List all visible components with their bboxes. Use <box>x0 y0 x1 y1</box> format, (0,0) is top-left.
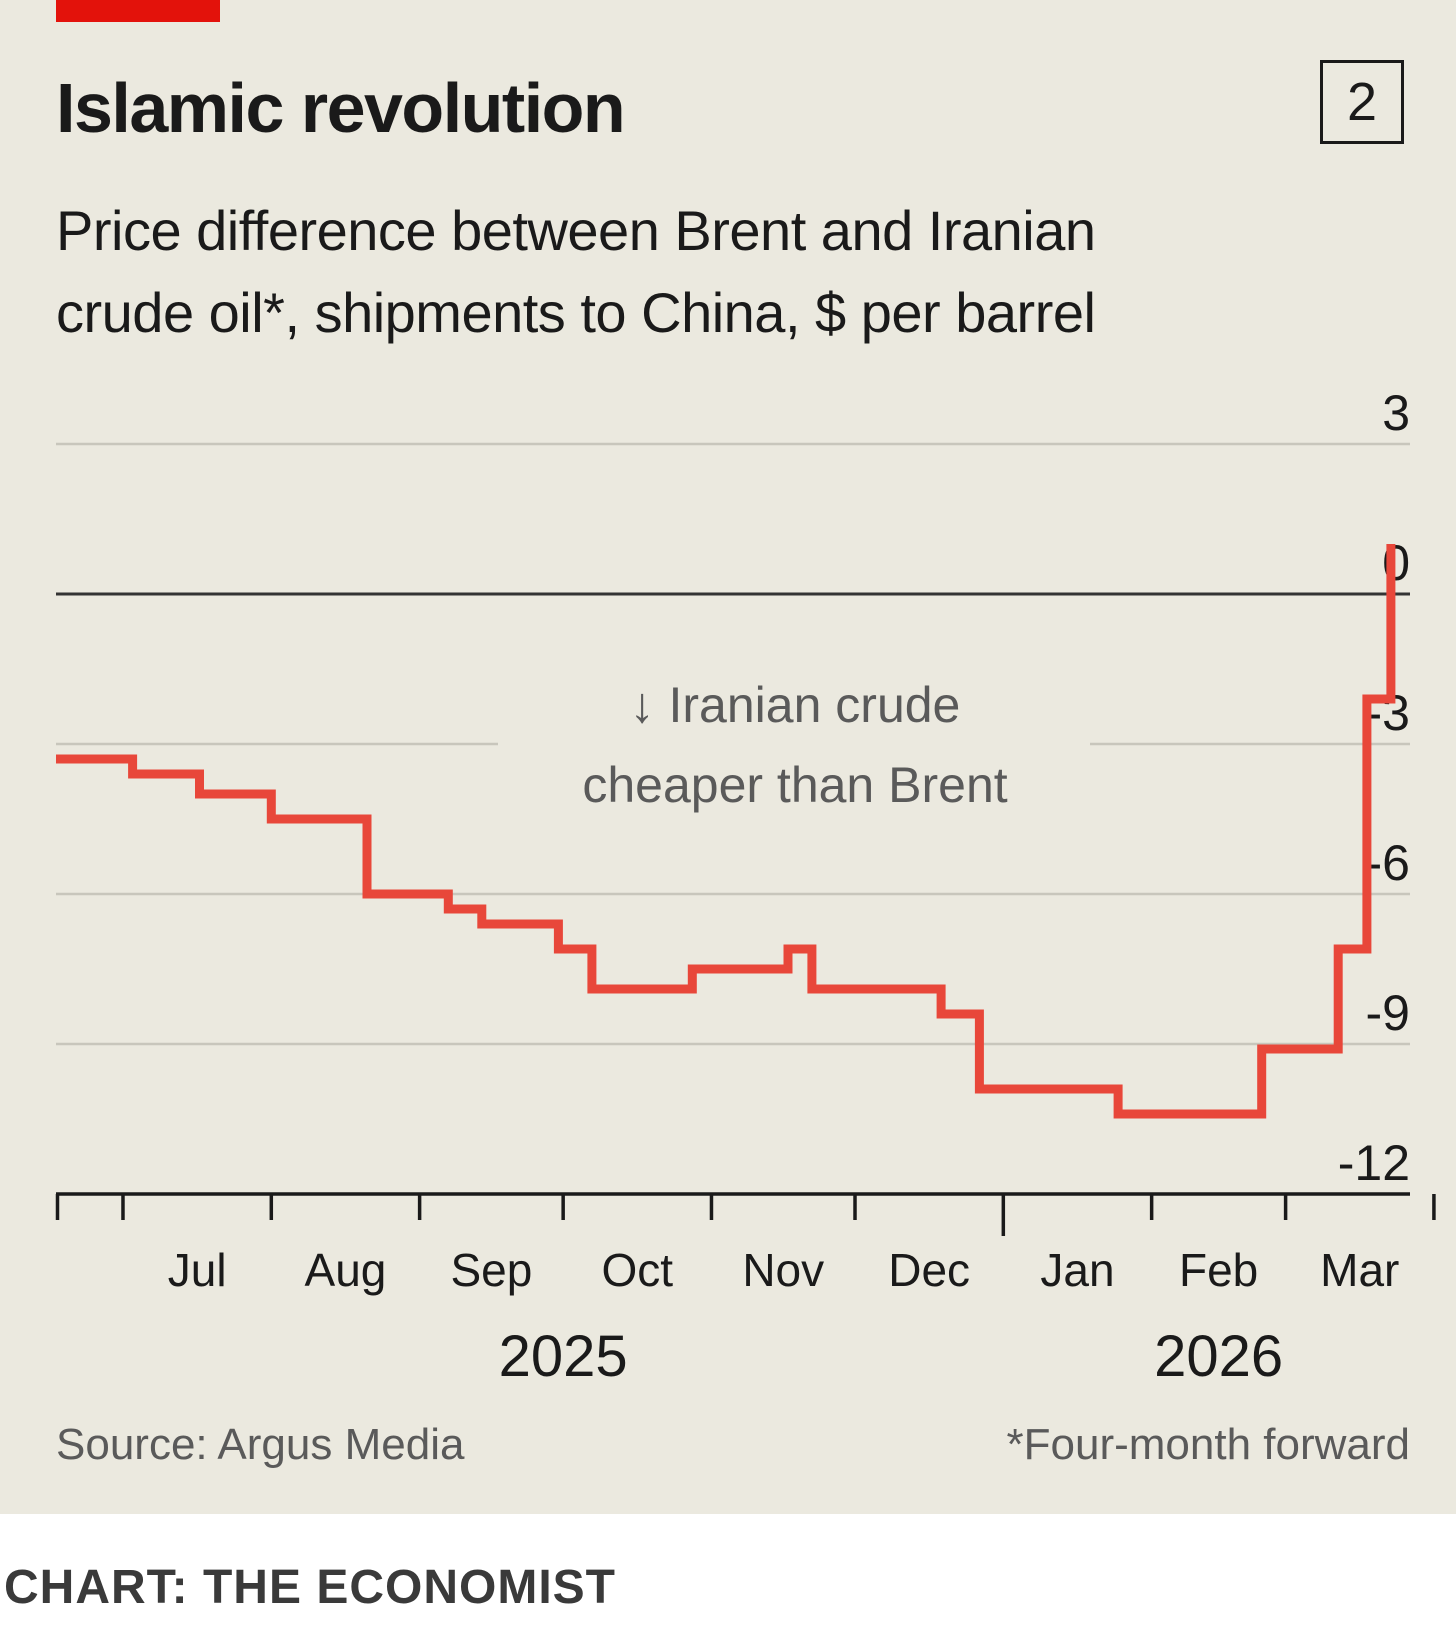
y-tick-label: -12 <box>1338 1135 1410 1191</box>
chart-plot: 30-3-6-9-12 ↓ Iranian crude cheaper than… <box>55 385 1436 1389</box>
gridlines <box>56 442 1410 1046</box>
year-label: 2026 <box>1154 1324 1283 1389</box>
y-tick-label: -9 <box>1366 985 1410 1041</box>
x-tick-label: Feb <box>1179 1244 1258 1296</box>
y-tick-label: -6 <box>1366 835 1410 891</box>
x-tick-label: Nov <box>742 1244 824 1296</box>
x-tick-label: Oct <box>602 1244 674 1296</box>
annotation-line-1: ↓ Iranian crude <box>630 677 961 733</box>
y-tick-label: 3 <box>1382 385 1410 441</box>
source-note: Source: Argus Media <box>56 1420 465 1469</box>
chart-subtitle-line-1: Price difference between Brent and Irani… <box>56 199 1096 262</box>
chart-number-badge: 2 <box>1320 60 1404 144</box>
y-tick-label: 0 <box>1382 535 1410 591</box>
x-tick-label: Dec <box>888 1244 970 1296</box>
x-tick-label: Jan <box>1040 1244 1114 1296</box>
series-line <box>56 544 1396 1119</box>
x-tick-label: Mar <box>1320 1244 1399 1296</box>
x-tick-label: Sep <box>450 1244 532 1296</box>
series <box>56 544 1396 1119</box>
chart-credit: CHART: THE ECONOMIST <box>4 1561 616 1614</box>
x-tick-label: Aug <box>305 1244 387 1296</box>
annotation-line-2: cheaper than Brent <box>582 757 1007 813</box>
y-axis-labels: 30-3-6-9-12 <box>1338 385 1410 1191</box>
chart-title: Islamic revolution <box>56 69 626 147</box>
brand-red-tag <box>56 0 220 22</box>
footnote: *Four-month forward <box>1006 1420 1410 1469</box>
year-label: 2025 <box>499 1324 628 1389</box>
chart-panel: Islamic revolution 2 Price difference be… <box>0 0 1456 1514</box>
x-tick-label: Jul <box>168 1244 227 1296</box>
chart-subtitle-line-2: crude oil*, shipments to China, $ per ba… <box>56 281 1096 344</box>
annotation: ↓ Iranian crude cheaper than Brent <box>582 677 1007 813</box>
x-axis: Jul Aug Sep Oct Nov Dec Jan Feb Mar 2025 2026 <box>55 1192 1436 1389</box>
